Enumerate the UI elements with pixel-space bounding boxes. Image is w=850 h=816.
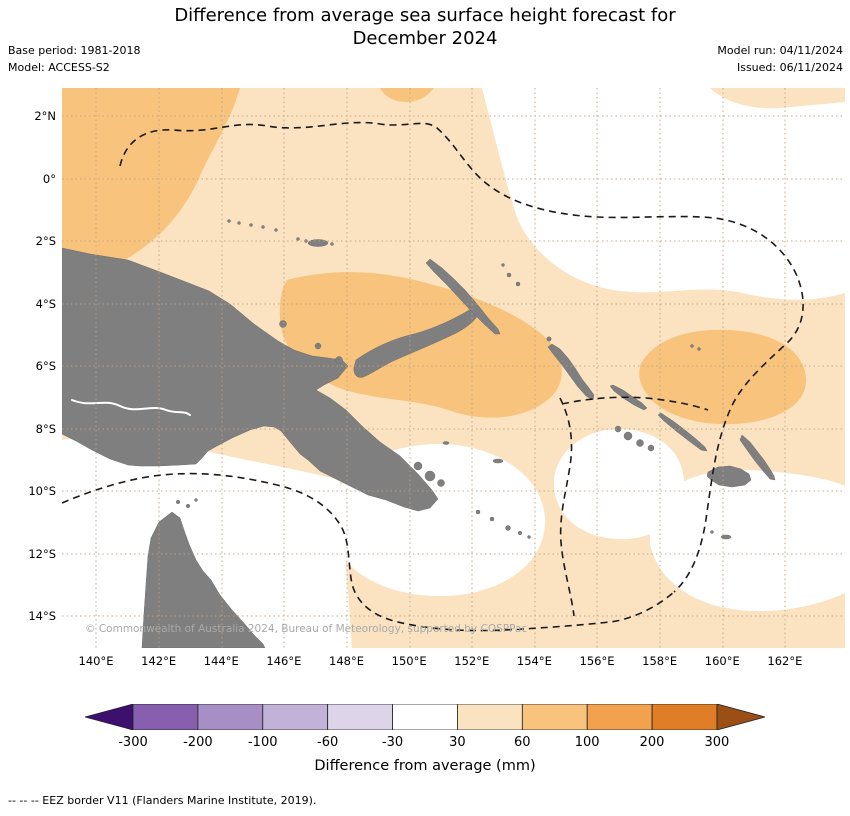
fly-river [71, 399, 191, 416]
colorbar-tick-label: -300 [118, 735, 148, 750]
land-trobriand [442, 441, 450, 445]
colorbar-segment [651, 703, 718, 731]
longitude-tick-label: 152°E [454, 654, 490, 668]
longitude-tick-label: 148°E [329, 654, 364, 668]
land-umboi [335, 356, 343, 364]
land-new-guinea [61, 247, 439, 512]
latitude-tick-label: 8°S [35, 421, 56, 436]
colorbar-tick-label: -60 [317, 735, 339, 750]
land-long-island [314, 342, 322, 350]
land-new-britain [353, 307, 480, 378]
colorbar-segment [586, 703, 653, 731]
eez-border-lines [61, 121, 804, 632]
latitude-tick-label: 14°S [28, 609, 56, 623]
meta-right: Model run: 04/11/2024 Issued: 06/11/2024 [717, 42, 843, 76]
colorbar-tick-label: 60 [513, 735, 531, 750]
land-karkar [279, 320, 287, 328]
land-woodlark [492, 458, 504, 464]
land-islands-east-of-new-ireland [501, 263, 521, 287]
map-canvas [61, 88, 845, 649]
longitude-axis-labels: 140°E 142°E 144°E 146°E 148°E 150°E 152°E 154°E… [71, 654, 810, 668]
land-bellona [710, 530, 714, 534]
colorbar-segment [262, 703, 329, 731]
colorbar-title: Difference from average (mm) [314, 758, 536, 774]
colorbar-tick-label: -30 [381, 735, 404, 750]
longitude-tick-label: 146°E [266, 654, 302, 668]
colorbar-segment [327, 703, 393, 731]
land-new-ireland [425, 258, 501, 335]
colorbar-tick-label: 200 [639, 735, 665, 750]
issued-text: Issued: 06/11/2024 [736, 61, 843, 74]
longitude-tick-label: 150°E [391, 654, 427, 668]
land-louisiade-archipelago [475, 509, 531, 539]
colorbar-segment [457, 703, 523, 731]
colorbar-segment [392, 703, 458, 731]
grid-lines [62, 88, 845, 648]
colorbar-segment [132, 703, 199, 731]
colorbar-tick-label: 100 [574, 735, 600, 750]
colorbar-tick-label: -200 [183, 735, 213, 750]
land-malaita [739, 434, 776, 481]
base-period-text: Base period: 1981-2018 [8, 44, 141, 57]
latitude-tick-label: 0° [42, 171, 56, 186]
colorbar-tick-labels: -300 -200 -100 -60 -30 30 60 100 200 300 [103, 735, 747, 750]
land-manus [307, 239, 329, 247]
eez-legend-note: -- -- -- EEZ border V11 (Flanders Marine… [8, 794, 317, 807]
map-plot-area [61, 88, 845, 649]
longitude-tick-label: 158°E [642, 654, 678, 668]
title-line2: December 2024 [352, 28, 498, 49]
land-small-north-islands [227, 219, 308, 243]
longitude-tick-label: 154°E [516, 654, 552, 668]
meta-left: Base period: 1981-2018 Model: ACCESS-S2 [8, 42, 140, 76]
longitude-tick-label: 142°E [141, 654, 177, 668]
latitude-tick-label: 2°S [35, 234, 56, 248]
longitude-tick-label: 140°E [78, 654, 114, 668]
longitude-tick-label: 160°E [704, 654, 740, 668]
latitude-tick-label: 2°N [34, 109, 56, 123]
longitude-tick-label: 156°E [579, 654, 615, 668]
colorbar-scale [83, 703, 767, 731]
colorbar-segment [716, 703, 767, 731]
latitude-axis-labels: 2°N 0° 2°S 4°S 6°S 8°S 10°S 12°S 14°S [6, 108, 56, 624]
land-guadalcanal [706, 465, 752, 488]
longitude-tick-label: 162°E [767, 654, 803, 668]
colorbar-segment [521, 703, 588, 731]
latitude-tick-label: 4°S [35, 296, 56, 311]
land-ontong-java [690, 344, 701, 351]
land-new-georgia-group [614, 425, 655, 452]
colorbar-segment [197, 703, 264, 731]
colorbar-tick-label: 300 [704, 735, 730, 750]
colorbar-segment [83, 703, 134, 731]
model-run-text: Model run: 04/11/2024 [717, 44, 843, 57]
land-cape-york [141, 511, 266, 649]
land-torres-strait-islands [175, 498, 198, 509]
colorbar [83, 703, 767, 731]
page-title: Difference from average sea surface heig… [0, 4, 850, 50]
model-text: Model: ACCESS-S2 [8, 61, 110, 74]
latitude-tick-label: 12°S [28, 546, 56, 561]
latitude-tick-label: 6°S [35, 359, 56, 373]
landmasses [61, 219, 776, 649]
colorbar-tick-label: 30 [449, 735, 466, 750]
longitude-tick-label: 144°E [203, 654, 239, 668]
land-dentrecasteaux-islands [413, 461, 445, 487]
latitude-tick-label: 10°S [28, 484, 56, 498]
copyright-attribution: © Commonwealth of Australia 2024, Bureau… [85, 623, 528, 635]
title-line1: Difference from average sea surface heig… [174, 5, 676, 26]
colorbar-tick-label: -100 [247, 735, 278, 750]
land-bougainville [547, 343, 595, 401]
